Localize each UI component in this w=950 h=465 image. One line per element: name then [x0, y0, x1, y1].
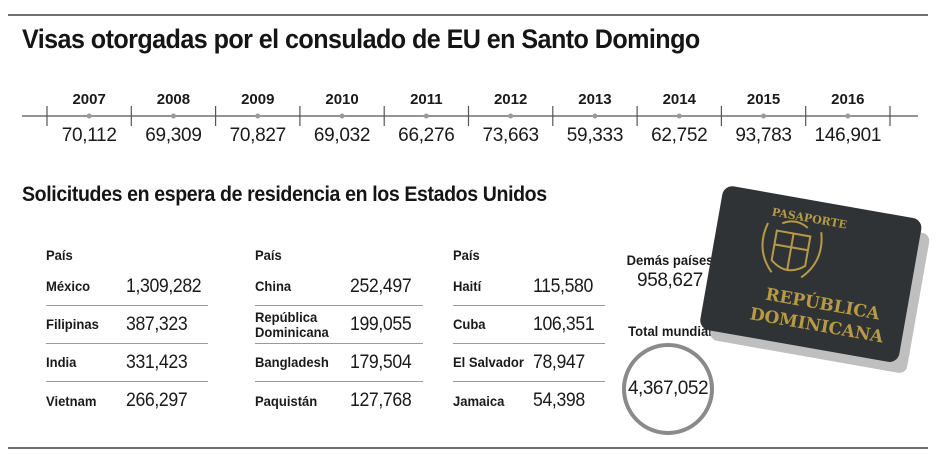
bottom-rule	[8, 447, 928, 449]
timeline-value-label: 59,333	[567, 125, 623, 146]
country-name: Filipinas	[46, 316, 99, 332]
country-name: China	[255, 278, 292, 294]
coat-of-arms-icon	[761, 220, 823, 279]
country-value: 199,055	[350, 313, 412, 335]
passport-illustration: PASAPORTE REPÚBLICA DOMINICANA	[700, 186, 930, 373]
timeline-point	[761, 113, 767, 119]
world-total-value: 4,367,052	[627, 378, 709, 399]
visas-timeline: 2007 70,112 2008 69,309 2009 70,827 2010 69,032…	[22, 91, 918, 146]
country-value: 266,297	[126, 390, 188, 411]
country-name: México	[46, 278, 91, 294]
column-header: País	[255, 247, 282, 263]
timeline-value-label: 66,276	[398, 125, 454, 146]
country-column-1: País México 1,309,282 Filipinas 387,323 …	[46, 242, 208, 420]
country-name: Cuba	[453, 316, 486, 332]
timeline-year-label: 2014	[663, 91, 697, 108]
section-title: Solicitudes en espera de residencia en l…	[22, 183, 547, 206]
timeline-point	[676, 113, 682, 119]
timeline-value-label: 62,752	[651, 125, 707, 146]
timeline-year-label: 2009	[241, 91, 274, 108]
timeline-year-label: 2013	[578, 91, 611, 108]
country-value: 252,497	[350, 275, 412, 297]
country-value: 1,309,282	[126, 275, 202, 297]
top-rule	[8, 14, 928, 16]
timeline-point	[255, 113, 261, 119]
timeline-point	[86, 113, 92, 119]
table-row: Paquistán 127,768	[255, 382, 423, 420]
other-countries: Demás países 958,627	[618, 252, 722, 292]
column-header: País	[46, 247, 73, 263]
timeline-point	[592, 113, 598, 119]
table-row: China 252,497	[255, 268, 423, 306]
timeline-value-label: 70,827	[230, 125, 286, 146]
table-row: El Salvador 78,947	[453, 344, 605, 382]
other-countries-value: 958,627	[637, 270, 703, 291]
country-name: Paquistán	[255, 392, 318, 409]
timeline-year-label: 2015	[747, 91, 780, 108]
timeline-point	[508, 113, 514, 119]
country-name: Haití	[453, 278, 482, 294]
other-countries-label: Demás países	[626, 252, 714, 268]
passport-cover	[700, 186, 922, 362]
timeline-point	[170, 113, 176, 119]
timeline-year-label: 2008	[157, 91, 190, 108]
table-row: Vietnam 266,297	[46, 382, 208, 420]
timeline-point	[339, 113, 345, 119]
table-row: Cuba 106,351	[453, 306, 605, 344]
country-value: 115,580	[533, 275, 593, 297]
timeline-value-label: 69,309	[145, 125, 201, 146]
country-value: 387,323	[126, 313, 188, 335]
timeline-value-label: 73,663	[482, 125, 538, 146]
country-name: Bangladesh	[255, 354, 329, 370]
table-row: India 331,423	[46, 344, 208, 382]
country-value: 106,351	[533, 313, 595, 335]
country-value: 179,504	[350, 351, 412, 373]
country-column-2: País China 252,497 República Dominicana …	[255, 242, 423, 420]
country-value: 78,947	[533, 351, 585, 373]
timeline-year-label: 2012	[494, 91, 527, 108]
country-name: El Salvador	[453, 354, 524, 370]
world-total-label: Total mundial	[628, 323, 712, 339]
table-row: México 1,309,282	[46, 268, 208, 306]
table-row: República Dominicana 199,055	[255, 306, 423, 344]
column-header: País	[453, 247, 480, 263]
timeline-point	[845, 113, 851, 119]
timeline-value-label: 69,032	[314, 125, 370, 146]
country-name: Jamaica	[453, 392, 505, 409]
timeline-point	[423, 113, 429, 119]
country-column-3: País Haití 115,580 Cuba 106,351 El Salva…	[453, 242, 605, 420]
country-name: República Dominicana	[255, 308, 329, 340]
chart-title: Visas otorgadas por el consulado de EU e…	[22, 24, 700, 54]
timeline-year-label: 2016	[831, 91, 864, 108]
table-row: Filipinas 387,323	[46, 306, 208, 344]
timeline-value-label: 70,112	[62, 125, 117, 146]
world-total-circle: 4,367,052	[622, 343, 714, 435]
country-value: 331,423	[126, 351, 188, 373]
timeline-year-label: 2007	[72, 91, 105, 108]
timeline-value-label: 93,783	[735, 125, 791, 146]
timeline-value-label: 146,901	[815, 125, 882, 146]
table-row: Jamaica 54,398	[453, 382, 605, 420]
table-row: Haití 115,580	[453, 268, 605, 306]
country-name: India	[46, 354, 77, 370]
country-name: Vietnam	[46, 392, 97, 409]
country-value: 54,398	[533, 390, 585, 411]
country-value: 127,768	[350, 390, 412, 411]
timeline-year-label: 2010	[325, 91, 358, 108]
timeline-year-label: 2011	[410, 91, 443, 108]
table-row: Bangladesh 179,504	[255, 344, 423, 382]
